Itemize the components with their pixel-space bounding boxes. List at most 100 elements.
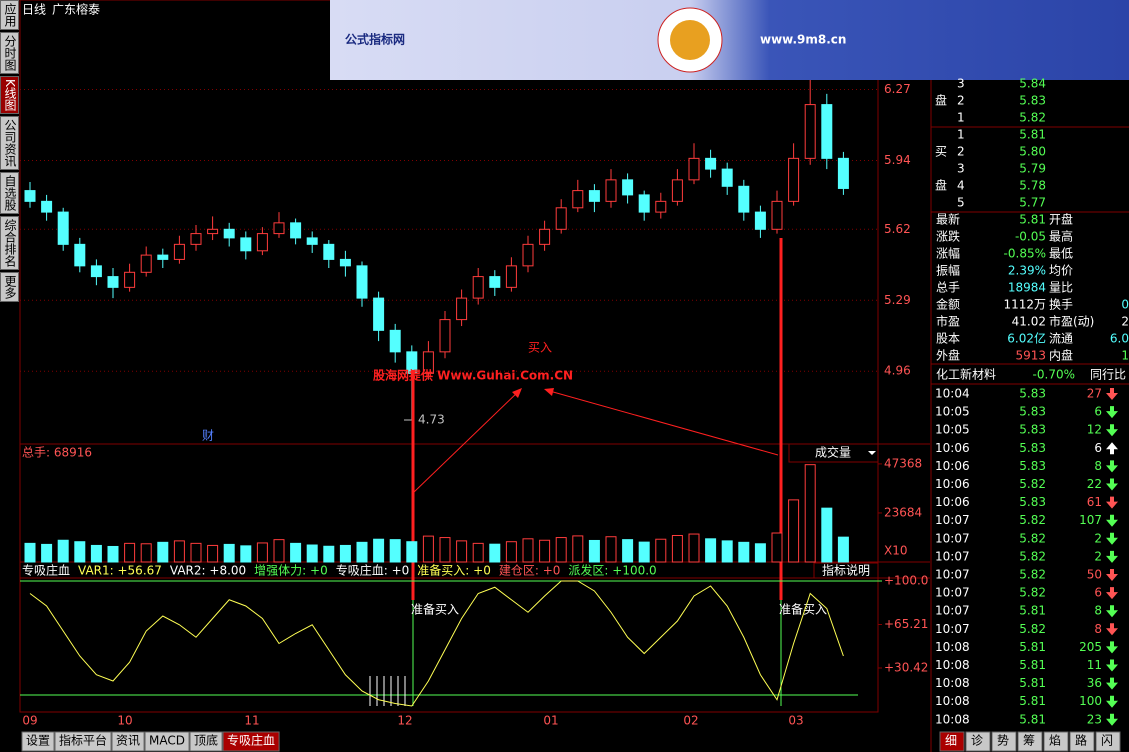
panel-tab[interactable]: 焰 bbox=[1049, 733, 1061, 748]
trade-volume: 27 bbox=[1087, 387, 1102, 401]
trade-volume: 11 bbox=[1087, 658, 1102, 672]
panel-tab[interactable]: 路 bbox=[1075, 733, 1087, 748]
candle-body bbox=[339, 258, 351, 267]
bottom-tab[interactable]: 专吸庄血 bbox=[227, 733, 275, 748]
marker: 财 bbox=[202, 429, 214, 443]
panel-tab[interactable]: 势 bbox=[997, 734, 1009, 748]
sector-compare: 同行比 bbox=[1090, 368, 1126, 382]
panel-tab-bg bbox=[1043, 731, 1069, 752]
candle-body bbox=[804, 104, 816, 159]
candle-body bbox=[57, 211, 69, 245]
trade-time: 10:08 bbox=[935, 712, 970, 726]
candle-body bbox=[74, 243, 86, 267]
trade-time: 10:08 bbox=[935, 676, 970, 690]
volume-bar bbox=[90, 544, 102, 563]
stat-value: 6.02亿 bbox=[1007, 331, 1046, 346]
indicator-header: 建仓区: +0 bbox=[499, 564, 561, 578]
trade-volume: 8 bbox=[1094, 622, 1102, 636]
sidebar-tab[interactable]: 更多 bbox=[0, 271, 19, 302]
dropdown[interactable] bbox=[788, 443, 879, 463]
sidebar-tab[interactable]: K线图 bbox=[0, 76, 19, 114]
stat-value: 0 bbox=[1121, 298, 1129, 312]
bottom-tab[interactable]: 指标平台 bbox=[59, 733, 107, 748]
volume-bar bbox=[223, 543, 235, 563]
sidebar: 应用分时图 K线图 公司资讯 自选股 综合排名 更多 bbox=[0, 0, 19, 732]
indicator-line bbox=[29, 580, 844, 707]
dropdown-label[interactable]: 成交量 bbox=[815, 445, 851, 460]
bottom-tab[interactable]: 资讯 bbox=[116, 734, 140, 748]
sector-name: 化工新材料 bbox=[936, 367, 996, 382]
bottom-tab-bg bbox=[189, 731, 223, 752]
volume-bar bbox=[356, 541, 368, 563]
volume-bar bbox=[456, 540, 468, 563]
x-tick-label: 02 bbox=[683, 714, 698, 728]
trade-arrow bbox=[1106, 532, 1118, 545]
candle-body bbox=[671, 179, 683, 202]
volume-bar bbox=[190, 542, 202, 563]
trade-volume: 8 bbox=[1094, 459, 1102, 473]
help-button[interactable] bbox=[813, 562, 879, 579]
volume-bar bbox=[157, 541, 169, 563]
trade-volume: 2 bbox=[1094, 531, 1102, 545]
trade-price: 5.83 bbox=[1019, 459, 1046, 473]
sidebar-tab[interactable]: 分时图 bbox=[0, 32, 19, 74]
trade-price: 5.81 bbox=[1019, 658, 1046, 672]
sidebar-tab[interactable]: 应用 bbox=[0, 0, 19, 30]
volume-bar bbox=[41, 543, 53, 563]
volume-bar bbox=[373, 538, 385, 563]
y-tick-label: +100.0 bbox=[884, 574, 928, 588]
stat-value: -0.05 bbox=[1015, 230, 1046, 244]
y-tick-label: 5.62 bbox=[884, 222, 911, 236]
bottom-tab[interactable]: 顶底 bbox=[194, 733, 218, 748]
trade-price: 5.81 bbox=[1019, 640, 1046, 654]
trade-arrow bbox=[1106, 713, 1118, 726]
panel-tab[interactable]: 细 bbox=[945, 734, 957, 748]
candle-body bbox=[207, 228, 219, 235]
trade-arrow bbox=[1106, 496, 1118, 509]
trade-volume: 61 bbox=[1087, 495, 1102, 509]
volume-bar bbox=[57, 539, 69, 563]
candle-body bbox=[705, 157, 717, 170]
trade-time: 10:05 bbox=[935, 405, 970, 419]
stat-label: 流通 bbox=[1049, 332, 1073, 346]
stat-label: 总手 bbox=[936, 281, 960, 295]
candle-body bbox=[771, 200, 783, 230]
stat-value: 1 bbox=[1121, 349, 1129, 363]
panel-tab[interactable]: 诊 bbox=[971, 734, 983, 748]
stat-value: 1112万 bbox=[1003, 298, 1046, 312]
trade-price: 5.82 bbox=[1019, 549, 1046, 563]
volume-bar bbox=[173, 540, 185, 563]
stat-value: -0.85% bbox=[1004, 247, 1046, 261]
x-tick-label: 03 bbox=[788, 714, 803, 728]
stat-label: 最低 bbox=[1049, 247, 1073, 261]
candle-body bbox=[605, 179, 617, 202]
sidebar-tab[interactable]: 公司资讯 bbox=[0, 115, 19, 170]
indicator-header: 专吸庄血: +0 bbox=[336, 563, 410, 578]
volume-bar bbox=[472, 542, 484, 563]
stat-label: 换手 bbox=[1049, 298, 1073, 312]
trade-arrow bbox=[1106, 659, 1118, 672]
book-price: 5.80 bbox=[1019, 145, 1046, 159]
x-tick-label: 12 bbox=[397, 714, 412, 728]
trade-time: 10:08 bbox=[935, 640, 970, 654]
bottom-tab[interactable]: 设置 bbox=[26, 734, 50, 748]
trade-time: 10:08 bbox=[935, 694, 970, 708]
trade-price: 5.83 bbox=[1019, 405, 1046, 419]
panel-tab[interactable]: 闪 bbox=[1101, 734, 1113, 748]
volume-bar bbox=[240, 545, 252, 563]
x-tick-label: 01 bbox=[543, 714, 558, 728]
candle-body bbox=[190, 233, 202, 245]
trade-volume: 2 bbox=[1094, 549, 1102, 563]
panel-tab[interactable]: 筹 bbox=[1023, 734, 1035, 748]
volume-bar bbox=[439, 537, 451, 563]
sidebar-tab[interactable]: 综合排名 bbox=[0, 215, 19, 270]
candle-body bbox=[638, 194, 650, 213]
trade-time: 10:06 bbox=[935, 477, 970, 491]
bottom-tab[interactable]: MACD bbox=[149, 734, 185, 748]
help-button-label[interactable]: 指标说明 bbox=[822, 563, 870, 578]
volume-bar bbox=[738, 541, 750, 563]
trade-arrow bbox=[1106, 388, 1118, 400]
sidebar-tab[interactable]: 自选股 bbox=[0, 171, 19, 214]
stock-name: 广东榕泰 bbox=[52, 2, 100, 17]
